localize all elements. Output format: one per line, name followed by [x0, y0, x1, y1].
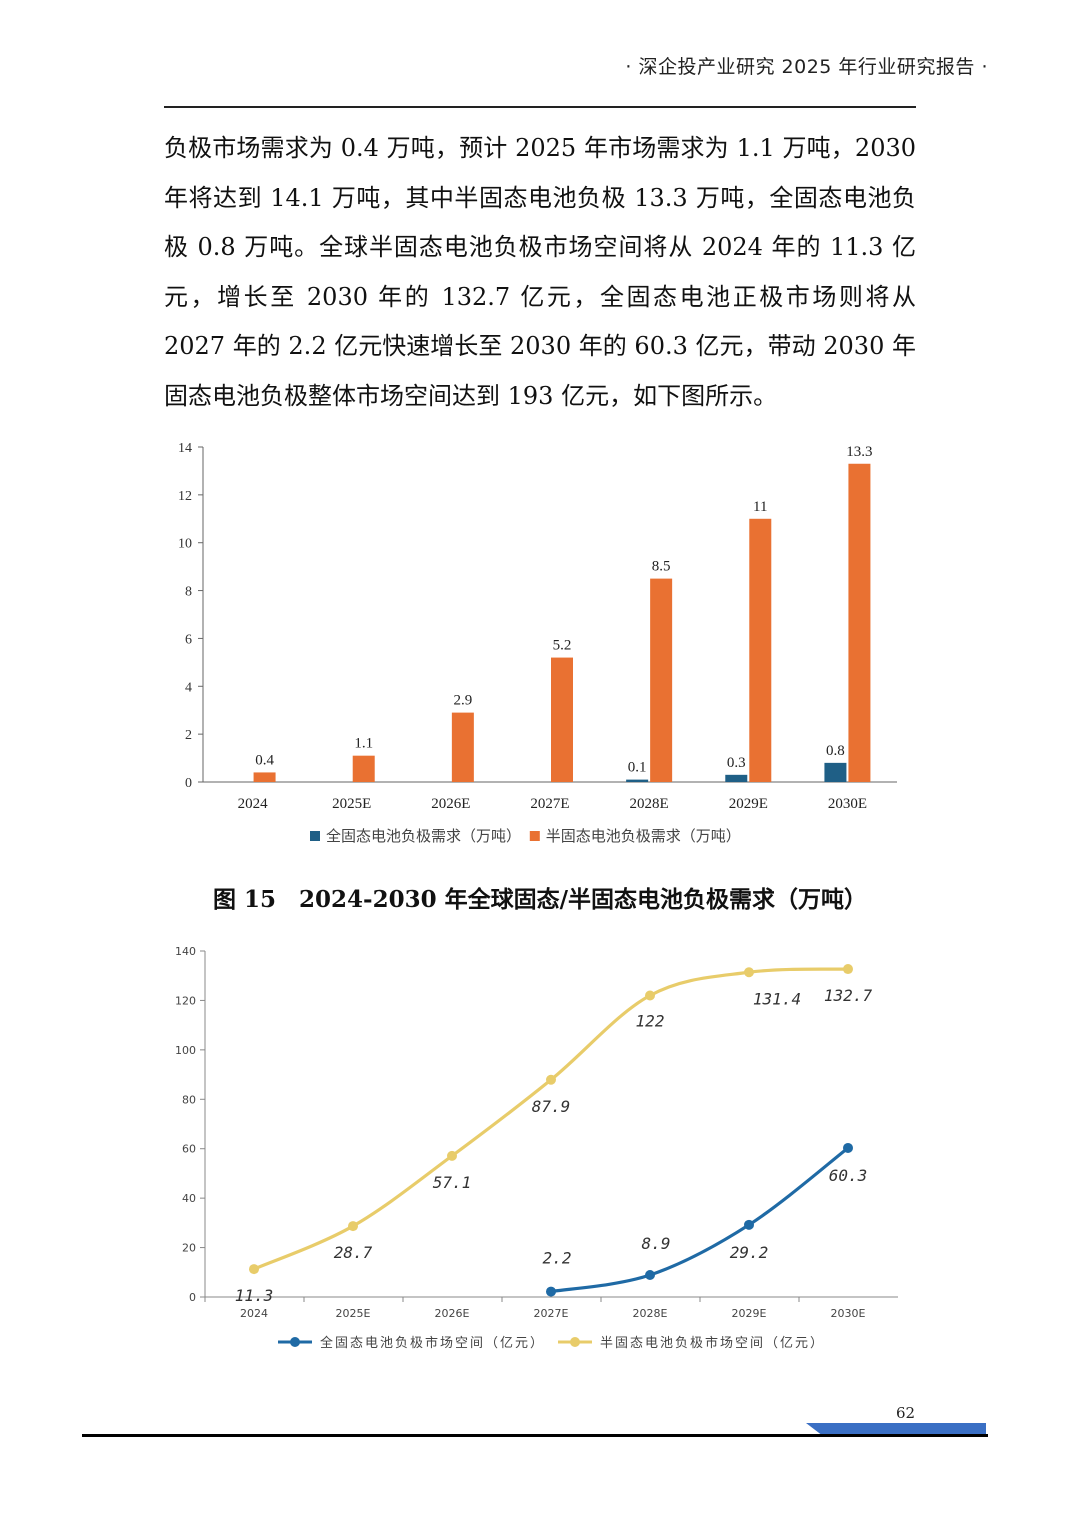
- y-tick-label: 14: [178, 441, 192, 456]
- data-point: [447, 1150, 457, 1161]
- data-point: [645, 1270, 655, 1281]
- bar: [551, 657, 573, 782]
- data-label: 0.3: [727, 755, 746, 771]
- legend-marker: [570, 1337, 580, 1347]
- bar: [451, 712, 474, 782]
- data-label: 29.2: [730, 1243, 769, 1262]
- legend-swatch: [310, 831, 320, 841]
- y-tick-label: 100: [175, 1044, 196, 1057]
- running-header: · 深企投产业研究 2025 年行业研究报告 ·: [625, 56, 988, 78]
- bar-chart: 0 2 4 6 8 10 12 14 2024 0.4 2025E 1.1 2026E 2.9 2027E 5…: [178, 441, 897, 845]
- figure-caption: 图 15 2024-2030 年全球固态/半固态电池负极需求（万吨）: [213, 886, 867, 913]
- data-label: 131.4: [753, 989, 801, 1008]
- header-rule: [164, 106, 916, 108]
- data-point: [843, 1142, 853, 1153]
- data-label: 11: [753, 499, 767, 515]
- data-label: 2.9: [453, 693, 472, 709]
- y-tick-label: 10: [178, 537, 192, 552]
- legend-label: 半固态电池负极市场空间（亿元）: [600, 1335, 825, 1351]
- legend-label: 半固态电池负极需求（万吨）: [546, 827, 741, 845]
- bar: [725, 774, 748, 782]
- legend-label: 全固态电池负极需求（万吨）: [326, 827, 521, 845]
- bar: [650, 578, 673, 782]
- body-text: 负极市场需求为 0.4 万吨，预计 2025 年市场需求为 1.1 万吨，203…: [164, 124, 916, 421]
- bar: [824, 762, 847, 782]
- bar: [253, 772, 276, 782]
- x-tick-label: 2026E: [431, 796, 470, 812]
- data-point: [744, 967, 754, 978]
- legend: 全固态电池负极需求（万吨） 半固态电池负极需求（万吨）: [310, 827, 741, 845]
- x-tick-label: 2027E: [530, 796, 569, 812]
- y-tick-label: 60: [182, 1143, 196, 1156]
- data-label: 8.5: [652, 559, 671, 575]
- data-label: 11.3: [235, 1286, 274, 1305]
- data-label: 2.2: [543, 1249, 572, 1268]
- y-tick-label: 2: [185, 728, 192, 743]
- x-tick-label: 2029E: [732, 1307, 767, 1320]
- bar: [749, 518, 772, 782]
- data-label: 87.9: [532, 1097, 571, 1116]
- y-tick-label: 4: [185, 680, 192, 695]
- line-chart: 0 20 40 60 80 100 120 140 2024 2025E 2026E 2027E 202…: [175, 945, 898, 1351]
- legend: 全固态电池负极市场空间（亿元） 半固态电池负极市场空间（亿元）: [278, 1335, 825, 1351]
- x-tick-label: 2028E: [630, 796, 669, 812]
- bar: [626, 779, 649, 782]
- data-label: 57.1: [433, 1173, 472, 1192]
- x-tick-label: 2024: [238, 796, 269, 812]
- data-label: 13.3: [846, 444, 872, 460]
- legend-label: 全固态电池负极市场空间（亿元）: [320, 1335, 545, 1351]
- footer-rule: [82, 1434, 988, 1437]
- bar: [848, 463, 871, 782]
- data-point: [546, 1286, 556, 1297]
- x-tick-label: 2027E: [534, 1307, 569, 1320]
- x-tick-label: 2029E: [729, 796, 768, 812]
- x-tick-label: 2025E: [332, 796, 371, 812]
- x-tick-label: 2024: [240, 1307, 268, 1320]
- data-label: 0.8: [826, 743, 845, 759]
- series-line: [252, 967, 850, 1271]
- series-line: [549, 1146, 850, 1294]
- y-tick-label: 20: [182, 1242, 196, 1255]
- data-label: 132.7: [824, 986, 873, 1005]
- legend-marker: [290, 1337, 300, 1347]
- data-point: [744, 1219, 754, 1230]
- bar: [352, 755, 375, 782]
- y-tick-label: 120: [175, 994, 196, 1007]
- data-label: 5.2: [553, 638, 572, 654]
- x-tick-label: 2030E: [831, 1307, 866, 1320]
- y-tick-label: 80: [182, 1093, 196, 1106]
- y-tick-label: 0: [189, 1291, 196, 1304]
- data-label: 0.1: [628, 760, 647, 776]
- data-label: 60.3: [829, 1166, 868, 1185]
- data-point: [348, 1221, 358, 1232]
- page-number: 62: [896, 1404, 916, 1422]
- data-point: [546, 1074, 556, 1085]
- x-tick-label: 2026E: [435, 1307, 470, 1320]
- legend-swatch: [529, 831, 540, 841]
- x-tick-label: 2030E: [828, 796, 867, 812]
- y-tick-label: 12: [178, 489, 192, 504]
- data-label: 0.4: [255, 752, 274, 768]
- y-tick-label: 8: [185, 585, 192, 600]
- data-label: 122: [636, 1011, 665, 1030]
- footer-accent: [806, 1423, 986, 1434]
- x-tick-label: 2028E: [633, 1307, 668, 1320]
- y-tick-label: 6: [185, 632, 192, 647]
- data-point: [843, 964, 853, 975]
- y-tick-label: 140: [175, 945, 196, 958]
- y-tick-label: 0: [185, 776, 192, 791]
- x-tick-label: 2025E: [336, 1307, 371, 1320]
- data-label: 8.9: [642, 1234, 671, 1253]
- data-label: 1.1: [354, 736, 373, 752]
- body-paragraph: 负极市场需求为 0.4 万吨，预计 2025 年市场需求为 1.1 万吨，203…: [164, 134, 916, 410]
- data-label: 28.7: [334, 1243, 373, 1262]
- y-tick-label: 40: [182, 1192, 196, 1205]
- data-point: [645, 990, 655, 1001]
- data-point: [249, 1264, 259, 1275]
